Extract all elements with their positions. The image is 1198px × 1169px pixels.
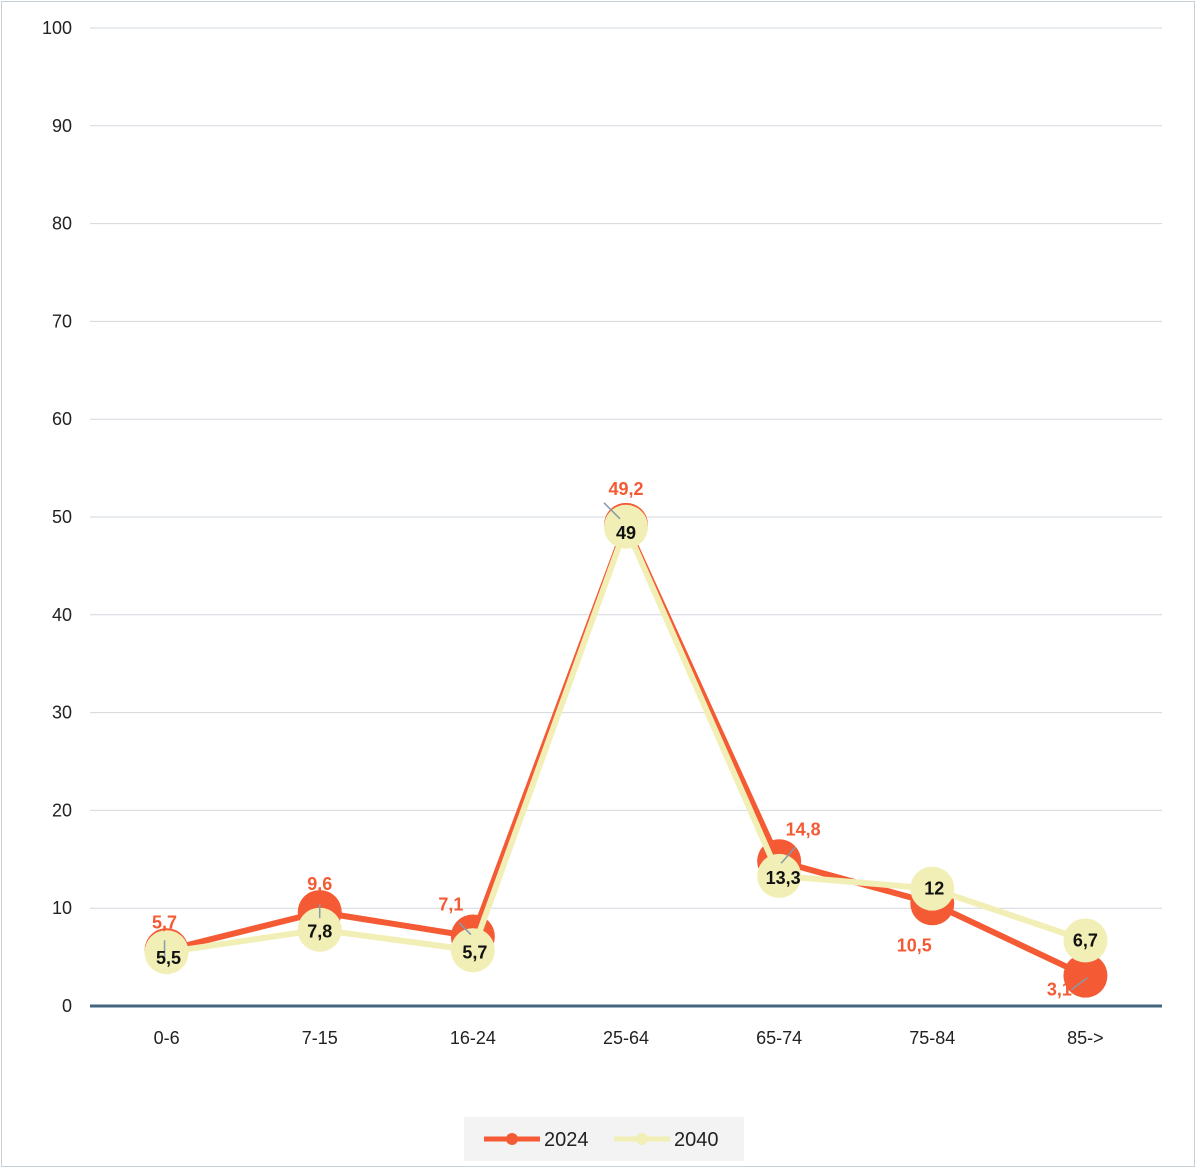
data-point-2040 — [144, 930, 189, 975]
legend-label: 2024 — [544, 1129, 589, 1151]
data-label-2040: 6,7 — [1073, 930, 1098, 950]
x-tick-label: 0-6 — [154, 1028, 180, 1048]
data-point-2040 — [1063, 918, 1108, 963]
y-tick-label: 50 — [52, 507, 72, 527]
data-label-2024: 49,2 — [608, 479, 643, 499]
data-labels: 5,7 9,6 7,1 49,2 14,8 10,5 3,1 5,5 7,8 5,7 49 13,3 1… — [152, 479, 1098, 1000]
data-label-2040: 49 — [616, 523, 636, 543]
y-tick-label: 100 — [42, 18, 72, 38]
data-label-2024: 9,6 — [307, 874, 332, 894]
legend-item-2040[interactable]: 2040 — [614, 1129, 719, 1151]
data-label-2040: 12 — [924, 879, 944, 899]
y-tick-label: 90 — [52, 116, 72, 136]
y-tick-label: 70 — [52, 311, 72, 331]
data-label-2024: 7,1 — [438, 895, 463, 915]
data-label-2040: 13,3 — [766, 868, 801, 888]
y-tick-label: 10 — [52, 898, 72, 918]
legend[interactable]: 2024 2040 — [464, 1117, 744, 1161]
y-tick-label: 20 — [52, 800, 72, 820]
y-tick-label: 0 — [62, 996, 72, 1016]
x-tick-label: 85-> — [1067, 1028, 1104, 1048]
y-tick-label: 40 — [52, 605, 72, 625]
data-label-2040: 7,8 — [307, 922, 332, 942]
data-point-2040 — [910, 866, 955, 911]
x-tick-label: 7-15 — [302, 1028, 338, 1048]
gridlines — [90, 27, 1162, 909]
legend-swatch-marker — [506, 1133, 518, 1145]
data-label-2024: 10,5 — [897, 935, 932, 955]
y-tick-label: 30 — [52, 703, 72, 723]
x-tick-label: 65-74 — [756, 1028, 802, 1048]
data-label-2024: 14,8 — [786, 819, 821, 839]
data-label-2024: 3,1 — [1047, 980, 1072, 1000]
y-tick-label: 80 — [52, 214, 72, 234]
leader-line — [603, 502, 621, 520]
x-tick-label: 16-24 — [450, 1028, 496, 1048]
data-point-2040 — [297, 907, 342, 952]
data-point-2040 — [604, 504, 648, 549]
leader-line — [1070, 977, 1088, 991]
data-label-2024: 5,7 — [152, 912, 177, 932]
leader-line — [780, 846, 796, 864]
y-tick-label: 60 — [52, 409, 72, 429]
x-axis: 0-6 7-15 16-24 25-64 65-74 75-84 85-> — [90, 1004, 1162, 1048]
x-tick-label: 75-84 — [909, 1028, 955, 1048]
x-tick-label: 25-64 — [603, 1028, 649, 1048]
legend-swatch-marker — [636, 1133, 648, 1145]
legend-label: 2040 — [674, 1129, 719, 1151]
y-axis: 0 10 20 30 40 50 60 70 80 90 100 — [42, 18, 72, 1016]
leader-line — [458, 922, 472, 936]
data-label-2040: 5,5 — [156, 948, 181, 968]
data-point-2040 — [450, 928, 495, 973]
legend-item-2024[interactable]: 2024 — [484, 1129, 589, 1151]
data-point-2040 — [757, 853, 802, 898]
series-layer — [144, 502, 1108, 998]
data-label-2040: 5,7 — [462, 942, 487, 962]
